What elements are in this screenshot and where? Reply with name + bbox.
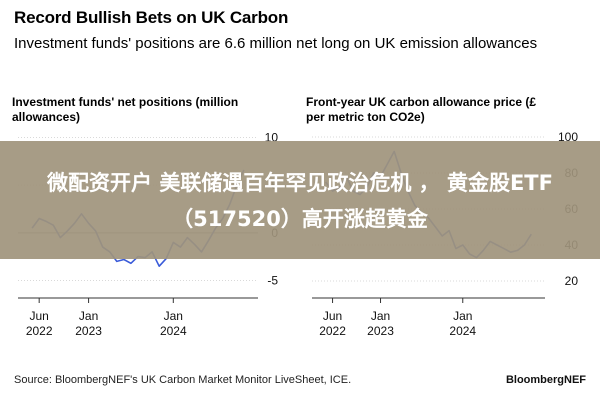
brand-logo: BloombergNEF [505,374,586,386]
x-tick-label: Jun 2022 [26,309,53,338]
overlay-headline[interactable]: 微配资开户 美联储遇百年罕见政治危机 ， 黄金股ETF（517520）高开涨超黄… [47,171,553,231]
x-tick-label: Jan 2023 [75,309,102,338]
x-tick-label: Jun 2022 [319,309,346,338]
y-tick-label: 100 [558,130,578,144]
chart-title: Front-year UK carbon allowance price (£ p… [306,95,536,124]
x-tick-label: Jan 2024 [160,309,187,338]
y-tick-label: 20 [565,274,579,288]
page-title: Record Bullish Bets on UK Carbon [14,8,289,27]
source-note: Source: BloombergNEF's UK Carbon Market … [14,374,352,386]
chart-title: Investment funds' net positions (million… [12,95,238,124]
x-tick-label: Jan 2023 [367,309,394,338]
page-subtitle: Investment funds' positions are 6.6 mill… [14,35,538,52]
x-tick-label: Jan 2024 [449,309,476,338]
headline-overlay [0,141,600,259]
y-tick-label: -5 [267,273,278,287]
right-chart: Front-year UK carbon allowance price (£ p… [306,95,578,338]
